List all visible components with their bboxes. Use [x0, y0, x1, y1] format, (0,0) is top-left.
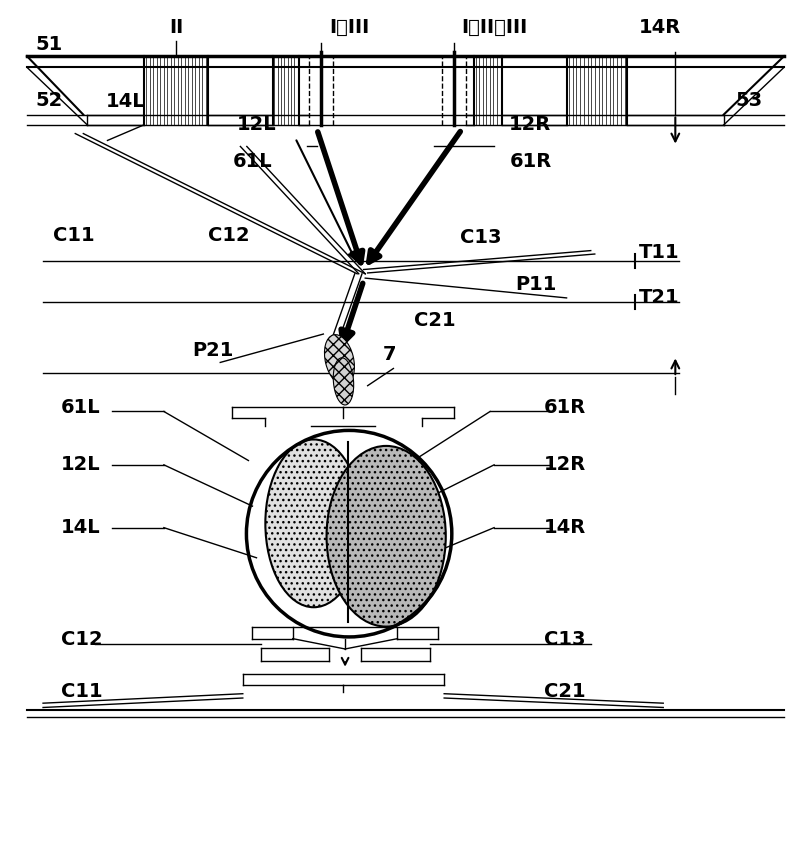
Text: 12L: 12L [236, 114, 276, 133]
Text: C21: C21 [414, 311, 455, 330]
Text: P11: P11 [515, 275, 556, 294]
Text: 14L: 14L [106, 92, 145, 111]
Text: 14R: 14R [544, 518, 586, 537]
Text: 14R: 14R [639, 18, 681, 37]
Text: 7: 7 [383, 346, 397, 365]
Text: C11: C11 [53, 226, 94, 245]
Text: I、III: I、III [329, 18, 369, 37]
Text: 61R: 61R [544, 397, 586, 417]
Text: 52: 52 [35, 91, 62, 110]
Ellipse shape [327, 446, 446, 627]
Text: 14L: 14L [61, 518, 101, 537]
Text: C12: C12 [61, 630, 102, 649]
Text: T11: T11 [639, 242, 680, 262]
Text: T21: T21 [639, 288, 680, 307]
Text: C13: C13 [461, 228, 502, 247]
Text: 61L: 61L [61, 397, 101, 417]
Text: II: II [169, 18, 183, 37]
Text: 51: 51 [35, 36, 62, 55]
Text: C21: C21 [544, 682, 586, 701]
Text: P21: P21 [192, 341, 234, 360]
Ellipse shape [265, 439, 362, 607]
Text: 53: 53 [736, 91, 763, 110]
Text: C12: C12 [208, 226, 250, 245]
Text: 61R: 61R [510, 152, 552, 171]
Text: 12R: 12R [508, 114, 551, 133]
Text: C11: C11 [61, 682, 102, 701]
Text: 61L: 61L [232, 152, 272, 171]
Ellipse shape [324, 334, 354, 385]
Text: 12R: 12R [544, 456, 586, 475]
Text: 12L: 12L [61, 456, 101, 475]
Text: I、II、III: I、II、III [461, 18, 527, 37]
Ellipse shape [333, 358, 354, 405]
Text: C13: C13 [544, 630, 586, 649]
